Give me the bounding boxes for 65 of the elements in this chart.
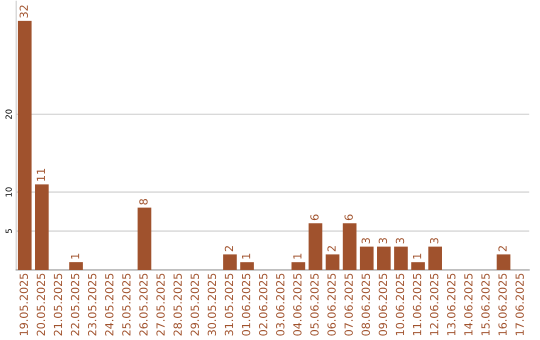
y-tick-label: 5 <box>6 229 12 234</box>
x-tick-label: 12.06.2025 <box>430 274 438 336</box>
bar <box>69 262 83 270</box>
bar <box>292 262 306 270</box>
x-tick-label: 07.06.2025 <box>344 274 353 336</box>
x-tick-label: 08.06.2025 <box>362 274 370 336</box>
x-tick-label: 15.06.2025 <box>481 274 490 336</box>
bar <box>411 262 425 270</box>
x-tick-label: 29.05.2025 <box>190 274 199 336</box>
data-label: 6 <box>310 214 319 220</box>
bar <box>35 184 49 270</box>
x-tick-label: 17.06.2025 <box>515 274 524 336</box>
x-tick-label: 28.05.2025 <box>173 274 182 336</box>
bar <box>138 208 152 270</box>
x-tick-label: 14.06.2025 <box>464 274 473 336</box>
x-tick-label: 05.06.2025 <box>310 274 319 336</box>
bar <box>496 254 510 270</box>
x-tick-label: 16.06.2025 <box>498 274 507 336</box>
data-label: 1 <box>71 254 80 259</box>
data-label: 3 <box>362 238 370 244</box>
x-tick-label: 13.06.2025 <box>447 274 456 336</box>
x-tick-label: 27.05.2025 <box>156 274 165 336</box>
data-label: 1 <box>413 254 422 259</box>
data-label: 1 <box>293 254 302 259</box>
x-tick-label: 25.05.2025 <box>122 274 131 336</box>
bar <box>326 254 340 270</box>
data-label: 1 <box>242 254 250 259</box>
x-tick-label: 11.06.2025 <box>412 274 422 336</box>
x-tick-label: 02.06.2025 <box>258 274 268 336</box>
x-tick-label: 22.05.2025 <box>70 274 80 336</box>
x-tick-label: 04.06.2025 <box>293 274 302 336</box>
data-label: 3 <box>430 238 438 244</box>
bar <box>394 246 408 270</box>
data-label: 11 <box>36 168 45 181</box>
x-tick-label: 10.06.2025 <box>396 274 404 336</box>
y-tick-label: 10 <box>6 187 12 196</box>
x-tick-label: 31.05.2025 <box>224 274 234 336</box>
x-tick-label: 21.05.2025 <box>54 274 62 336</box>
x-tick-label: 09.06.2025 <box>378 274 388 336</box>
x-tick-label: 19.05.2025 <box>20 274 28 336</box>
bar <box>428 246 442 270</box>
x-tick-label: 06.06.2025 <box>327 274 336 336</box>
data-label: 2 <box>224 246 234 252</box>
bar <box>240 262 254 270</box>
bar <box>377 246 391 270</box>
bar <box>223 254 237 270</box>
data-label: 8 <box>139 199 148 205</box>
x-tick-label: 23.05.2025 <box>88 274 96 336</box>
data-label: 6 <box>344 214 353 220</box>
x-tick-label: 30.05.2025 <box>208 274 216 336</box>
data-label: 32 <box>20 5 28 18</box>
data-label: 3 <box>378 238 388 244</box>
bar <box>342 223 356 270</box>
x-tick-label: 24.05.2025 <box>105 274 114 336</box>
x-tick-label: 26.05.2025 <box>139 274 148 336</box>
bar <box>308 223 322 270</box>
x-tick-label: 03.06.2025 <box>276 274 284 336</box>
bar <box>360 246 374 270</box>
data-label: 2 <box>498 246 507 252</box>
data-label: 3 <box>396 238 404 244</box>
data-label: 2 <box>327 246 336 252</box>
y-tick-label: 20 <box>6 110 12 119</box>
x-tick-label: 20.05.2025 <box>36 274 46 336</box>
x-tick-label: 01.06.2025 <box>242 274 250 336</box>
bar <box>18 20 32 270</box>
